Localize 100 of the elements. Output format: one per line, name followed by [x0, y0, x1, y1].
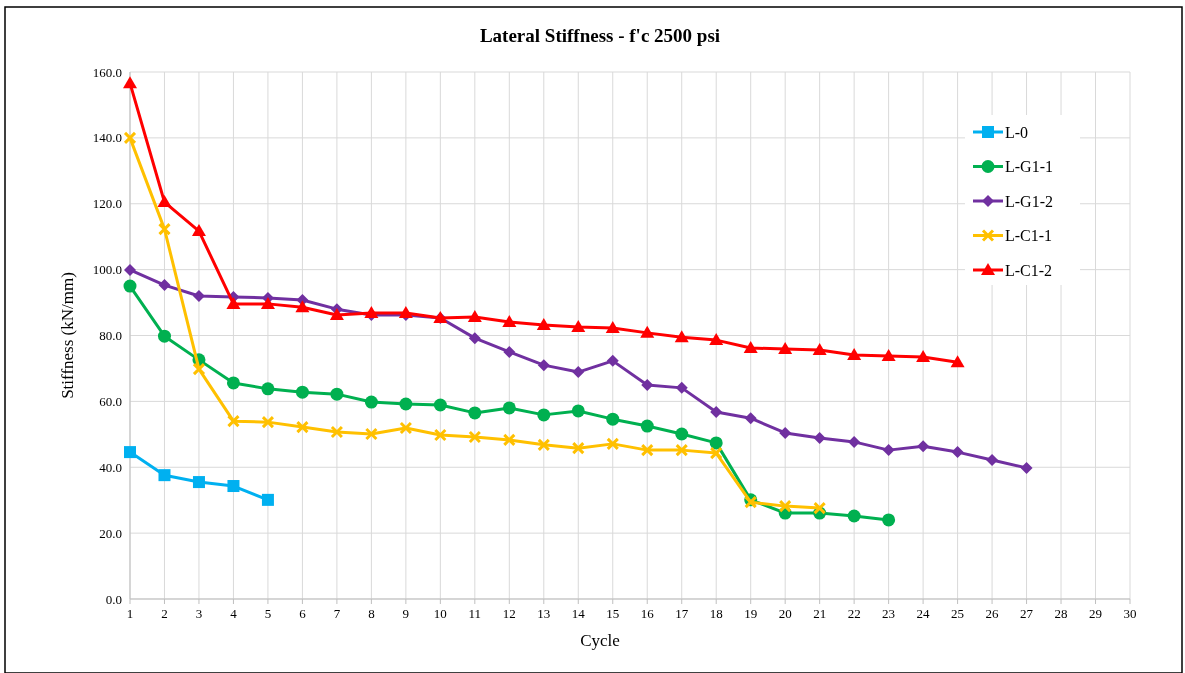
point	[467, 310, 482, 323]
point	[916, 349, 931, 362]
point	[571, 441, 585, 455]
x-tick-label: 25	[951, 606, 965, 621]
x-tick-label: 8	[368, 606, 375, 621]
point	[123, 76, 137, 89]
point	[226, 296, 241, 309]
y-tick-label: 120.0	[92, 196, 122, 212]
x-tick-label: 26	[985, 606, 1000, 621]
point	[468, 430, 482, 444]
point	[330, 387, 344, 401]
point	[124, 446, 136, 459]
chart-title: Lateral Stiffness - f'c 2500 psi	[479, 25, 721, 46]
point	[778, 342, 793, 354]
point	[261, 493, 274, 506]
x-tick-label: 28	[1054, 606, 1068, 621]
x-tick-label: 22	[847, 606, 861, 621]
point	[226, 414, 240, 428]
point	[950, 355, 965, 368]
x-tick-label: 24	[916, 606, 931, 621]
point	[124, 263, 136, 276]
y-tick-label: 100.0	[92, 262, 122, 278]
point	[641, 378, 654, 391]
point	[433, 398, 447, 412]
point	[503, 345, 516, 358]
point	[571, 404, 585, 418]
x-tick-label: 3	[195, 606, 203, 621]
y-tick-label: 0.0	[105, 591, 122, 607]
point	[158, 469, 171, 482]
x-tick-label: 30	[1123, 606, 1137, 621]
point	[123, 131, 137, 145]
point	[192, 289, 205, 302]
point	[261, 382, 275, 396]
point	[881, 348, 896, 361]
point	[364, 427, 378, 441]
point	[710, 405, 723, 418]
point	[227, 480, 240, 493]
x-tick-label: 16	[640, 606, 655, 621]
point	[675, 381, 688, 394]
x-tick-label: 29	[1089, 606, 1103, 621]
point	[778, 499, 792, 513]
point	[295, 300, 310, 313]
y-tick-label: 40.0	[99, 459, 122, 475]
x-tick-label: 7	[333, 606, 341, 621]
point	[605, 320, 620, 333]
point	[329, 308, 344, 321]
point	[502, 433, 516, 447]
point	[917, 440, 930, 453]
point	[502, 315, 517, 327]
x-tick-label: 10	[433, 606, 447, 621]
legend-label: L-G1-1	[1005, 158, 1053, 176]
point	[813, 431, 826, 444]
point	[295, 420, 309, 434]
point	[675, 443, 689, 457]
point	[123, 279, 137, 293]
y-tick-label: 80.0	[99, 328, 122, 344]
legend-label: L-G1-2	[1005, 192, 1053, 210]
point	[192, 362, 206, 376]
point	[433, 428, 447, 442]
point	[536, 317, 551, 330]
y-axis-title: Stiffness (kN/mm)	[58, 272, 77, 399]
point	[191, 224, 206, 237]
point	[640, 419, 654, 433]
y-tick-label: 20.0	[99, 525, 122, 541]
x-tick-label: 18	[709, 606, 723, 621]
point	[675, 427, 689, 441]
point	[812, 342, 827, 355]
x-tick-label: 15	[606, 606, 620, 621]
legend-label: L-C1-1	[1005, 227, 1053, 245]
point	[295, 385, 309, 399]
point	[571, 319, 586, 332]
x-tick-label: 19	[744, 606, 758, 621]
x-tick-label: 13	[537, 606, 551, 621]
point	[468, 332, 481, 345]
point	[709, 446, 723, 460]
legend-label: L-C1-2	[1005, 261, 1053, 279]
point	[226, 376, 240, 390]
point	[847, 347, 862, 360]
x-tick-label: 14	[571, 606, 586, 621]
x-tick-label: 21	[813, 606, 827, 621]
x-tick-label: 20	[778, 606, 792, 621]
x-tick-label: 2	[161, 606, 168, 621]
point	[537, 438, 551, 452]
point	[537, 408, 551, 422]
point	[1020, 461, 1033, 474]
y-tick-label: 160.0	[92, 64, 122, 80]
point	[502, 401, 516, 415]
point	[640, 325, 655, 338]
x-tick-label: 11	[468, 606, 482, 621]
y-tick-label: 60.0	[99, 393, 122, 409]
point	[261, 415, 275, 429]
point	[537, 359, 550, 372]
y-tick-label: 140.0	[92, 130, 122, 146]
point	[572, 366, 585, 379]
x-tick-label: 6	[299, 606, 307, 621]
point	[606, 354, 619, 367]
point	[640, 443, 654, 457]
point	[157, 329, 171, 343]
point	[468, 406, 482, 420]
point	[951, 446, 964, 459]
